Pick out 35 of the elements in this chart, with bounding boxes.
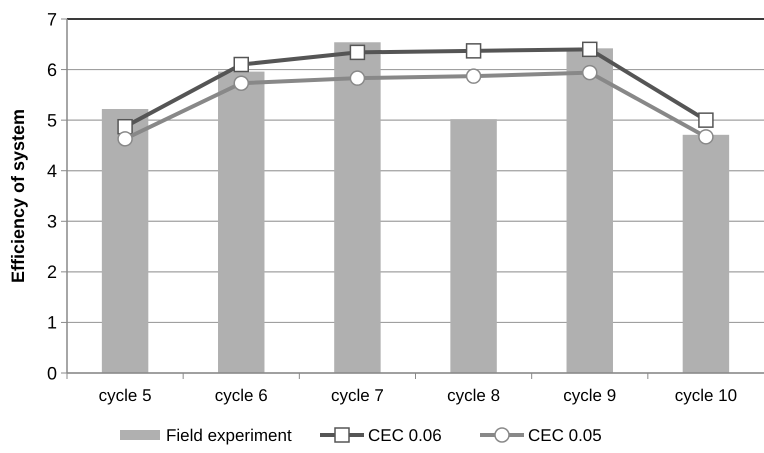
- point: [582, 42, 598, 58]
- y-tick-label: 0: [46, 363, 57, 384]
- x-tick-label: cycle 5: [98, 386, 152, 405]
- y-tick-label: 5: [46, 110, 57, 130]
- point: [234, 56, 249, 72]
- point: [350, 70, 366, 86]
- x-tick-label: cycle 7: [330, 386, 384, 405]
- x-tick-label: cycle 6: [214, 386, 268, 405]
- point: [582, 64, 598, 80]
- bar: [334, 42, 381, 373]
- point: [350, 44, 366, 60]
- x-tick-label: cycle 10: [674, 386, 738, 405]
- point: [466, 43, 482, 59]
- y-tick-label: 4: [46, 161, 57, 182]
- point: [466, 68, 482, 84]
- x-tick-label: cycle 8: [447, 386, 500, 405]
- point: [698, 112, 714, 128]
- y-tick-label: 2: [46, 262, 57, 282]
- bar: [102, 109, 148, 373]
- y-axis-title: Efficiency of system: [8, 108, 28, 284]
- point: [234, 75, 249, 91]
- y-tick-label: 3: [46, 212, 57, 232]
- y-tick-label: 7: [46, 9, 57, 30]
- bar: [682, 134, 730, 373]
- legend-label: CEC 0.06: [368, 426, 442, 445]
- y-tick-label: 1: [46, 312, 57, 333]
- bar: [218, 72, 264, 373]
- bar: [450, 119, 497, 373]
- legend-label: CEC 0.05: [528, 426, 602, 445]
- x-tick-label: cycle 9: [563, 386, 616, 405]
- point: [698, 129, 714, 145]
- point: [117, 131, 133, 147]
- bar: [566, 48, 613, 373]
- y-tick-label: 6: [46, 60, 57, 80]
- legend-label: Field experiment: [166, 426, 292, 445]
